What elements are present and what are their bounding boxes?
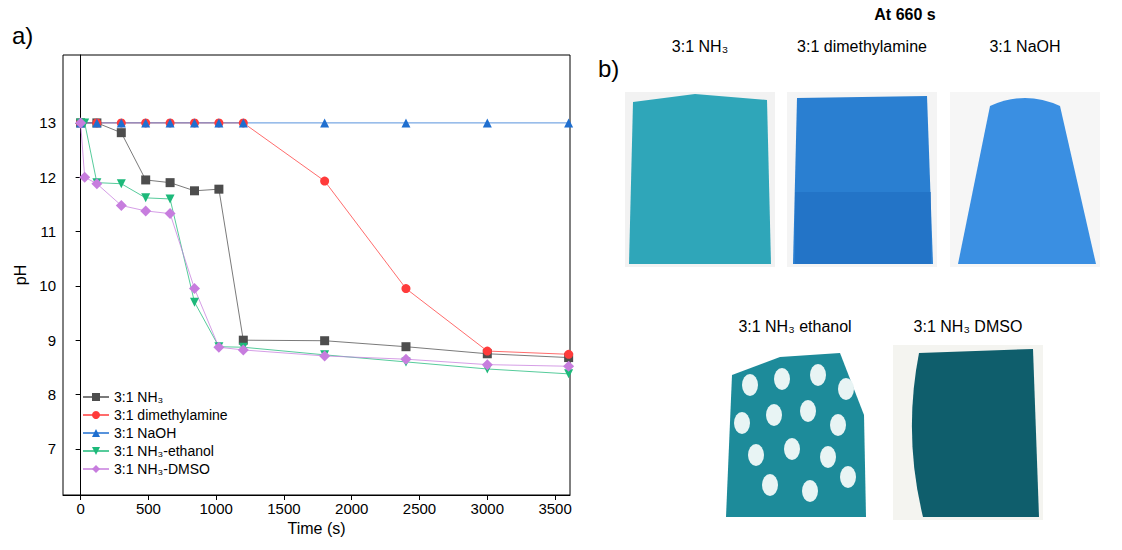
svg-text:3000: 3000 [471,500,504,517]
svg-text:10: 10 [39,277,56,294]
svg-text:12: 12 [39,169,56,186]
svg-text:1000: 1000 [199,500,232,517]
html-text:3:1 NH₃: 3:1 NH₃ [671,38,729,55]
svg-text:3500: 3500 [538,500,571,517]
svg-text:2000: 2000 [335,500,368,517]
svg-text:2500: 2500 [403,500,436,517]
html-text:b): b) [598,55,620,82]
svg-text:500: 500 [136,500,161,517]
html-text:a): a) [12,22,34,49]
svg-text:0: 0 [76,500,84,517]
svg-text:11: 11 [40,223,56,240]
html-text:3:1 NaOH: 3:1 NaOH [989,38,1061,55]
svg-text:8: 8 [48,386,56,403]
svg-text:3:1 NH₃-ethanol: 3:1 NH₃-ethanol [114,443,214,459]
svg-text:7: 7 [48,440,56,457]
svg-text:3:1 NaOH: 3:1 NaOH [114,425,176,441]
html-text:3:1 dimethylamine: 3:1 dimethylamine [797,38,927,55]
svg-text:1500: 1500 [267,500,300,517]
svg-text:pH: pH [12,265,29,285]
svg-text:13: 13 [39,114,56,131]
svg-text:3:1 NH₃-DMSO: 3:1 NH₃-DMSO [114,461,210,477]
svg-text:9: 9 [48,332,56,349]
html-text:3:1 NH₃ ethanol: 3:1 NH₃ ethanol [738,318,852,335]
svg-text:3:1 NH₃: 3:1 NH₃ [114,389,163,405]
svg-text:Time (s): Time (s) [287,520,345,537]
html-text:At 660 s: At 660 s [874,6,936,23]
svg-text:3:1 dimethylamine: 3:1 dimethylamine [114,407,228,423]
html-text:3:1 NH₃ DMSO: 3:1 NH₃ DMSO [913,318,1023,335]
